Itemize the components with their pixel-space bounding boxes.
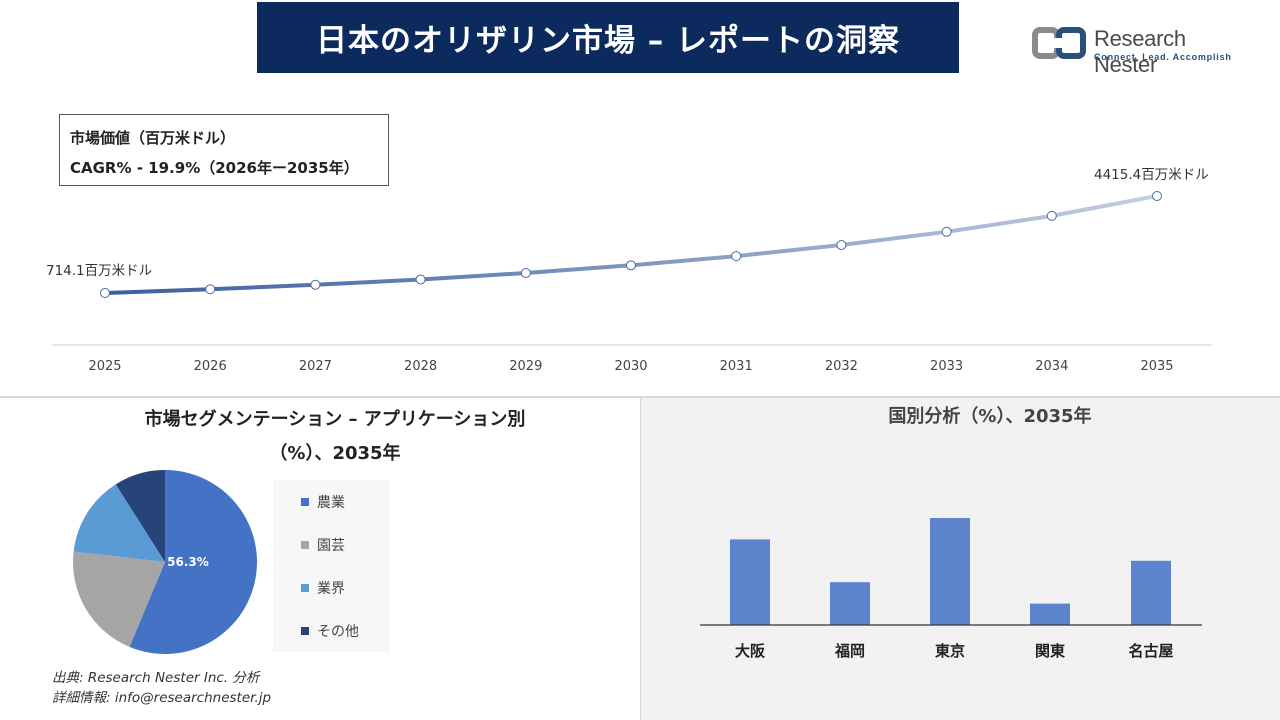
pie-slice-agriculture [129, 470, 257, 654]
segmentation-title-line1: 市場セグメンテーション – アプリケーション別 [144, 409, 526, 430]
page-title: 日本のオリザリン市場 – レポートの洞察 [257, 2, 959, 73]
x-tick-label: 2035 [1140, 359, 1173, 374]
legend-item-horticulture: 園芸 [301, 535, 345, 555]
bar-category-label: 福岡 [834, 642, 865, 660]
research-nester-logo[interactable]: Research Nester Connect. Lead. Accomplis… [1032, 24, 1252, 77]
country-title: 国別分析（%）、2035年 [888, 406, 1092, 427]
data-point [1152, 191, 1162, 201]
x-tick-label: 2027 [299, 359, 332, 374]
legend-item-industry: 業界 [301, 578, 345, 598]
pie-data-label: 56.3% [167, 555, 209, 569]
data-point [626, 260, 636, 271]
data-point [520, 268, 531, 279]
market-info-box: 市場価値（百万米ドル） CAGR% - 19.9%（2026年ー2035年） [59, 114, 389, 186]
source-note: 出典: Research Nester Inc. 分析 詳細情報: info@r… [52, 668, 271, 708]
bar-category-label: 東京 [935, 642, 965, 660]
legend-label: 園芸 [317, 538, 345, 554]
data-point [415, 274, 426, 285]
series-line [103, 194, 1159, 295]
segmentation-title: 市場セグメンテーション – アプリケーション別 （%）、2035年 [90, 403, 580, 471]
legend-label: 業界 [317, 581, 345, 597]
data-point [205, 284, 216, 295]
pie-slice-industry [73, 484, 165, 562]
legend-label: 農業 [317, 495, 345, 511]
contact-line: 詳細情報: info@researchnester.jp [52, 690, 272, 706]
pie-slice-other [115, 470, 165, 562]
x-tick-label: 2032 [825, 359, 858, 374]
x-tick-label: 2030 [614, 359, 647, 374]
bar [1131, 560, 1171, 625]
x-tick-label: 2028 [404, 359, 437, 374]
logo-mark-icon [1032, 27, 1086, 59]
bar [730, 539, 770, 625]
bar-category-label: 名古屋 [1128, 642, 1173, 660]
x-tick-label: 2029 [509, 359, 542, 374]
application-pie-chart: 56.3% [73, 470, 257, 654]
section-divider [0, 396, 1280, 398]
legend-swatch [301, 541, 309, 549]
bar [930, 518, 970, 625]
x-tick-label: 2025 [88, 359, 121, 374]
legend-item-other: その他 [301, 621, 359, 641]
logo-name: Research Nester [1094, 26, 1186, 77]
data-point [100, 288, 110, 298]
legend-swatch [301, 498, 309, 506]
legend-swatch [301, 627, 309, 635]
segmentation-title-line2: （%）、2035年 [269, 443, 401, 464]
last-value-label: 4415.4百万米ドル [1094, 167, 1209, 183]
x-tick-label: 2034 [1035, 359, 1068, 374]
cagr-label: CAGR% - 19.9%（2026年ー2035年） [70, 159, 359, 177]
data-point [836, 240, 847, 251]
data-point [310, 279, 321, 290]
x-tick-label: 2026 [194, 359, 227, 374]
legend-swatch [301, 584, 309, 592]
x-tick-label: 2033 [930, 359, 963, 374]
source-line: 出典: Research Nester Inc. 分析 [52, 670, 260, 686]
market-value-line-chart: 2025 2026 2027 2028 2029 2030 2031 2032 2033 2034… [46, 167, 1212, 374]
x-tick-label: 2031 [720, 359, 753, 374]
bar-category-label: 関東 [1035, 642, 1065, 660]
market-value-label: 市場価値（百万米ドル） [70, 129, 236, 147]
first-value-label: 714.1百万米ドル [46, 263, 152, 279]
pie-legend: 農業 園芸 業界 その他 [273, 480, 390, 652]
bar [830, 582, 870, 625]
bar-category-label: 大阪 [735, 642, 766, 660]
data-point [731, 251, 742, 262]
logo-tagline: Connect. Lead. Accomplish [1094, 52, 1232, 62]
legend-item-agriculture: 農業 [301, 492, 345, 512]
pie-slice-horticulture [73, 551, 165, 647]
bar [1030, 603, 1070, 625]
data-point [941, 226, 952, 237]
legend-label: その他 [317, 624, 359, 640]
country-bar-chart: 大阪 福岡 東京 関東 名古屋 [700, 518, 1202, 660]
data-point [1046, 210, 1057, 221]
